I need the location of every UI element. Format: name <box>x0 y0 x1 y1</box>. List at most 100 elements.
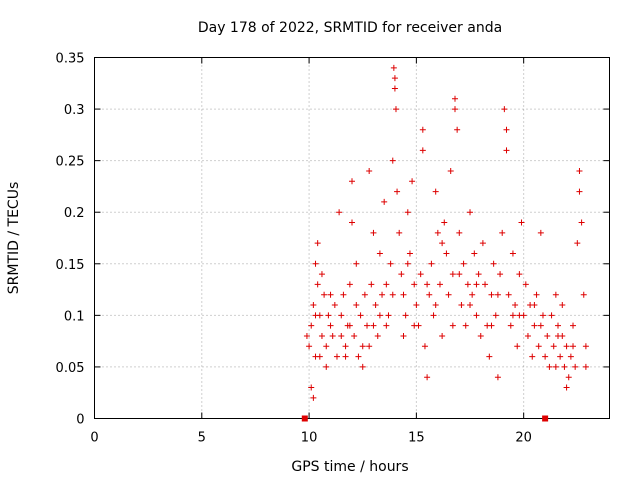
data-point <box>351 332 358 339</box>
data-point <box>522 281 529 288</box>
data-point <box>370 229 377 236</box>
x-tick-label: 5 <box>198 431 206 446</box>
data-point <box>321 291 328 298</box>
data-point <box>542 353 549 360</box>
x-tick-label: 10 <box>301 431 318 446</box>
data-point <box>456 271 463 278</box>
data-point <box>314 281 321 288</box>
data-point <box>349 219 355 226</box>
data-point <box>396 229 403 236</box>
data-point <box>338 312 345 319</box>
data-point <box>312 312 319 319</box>
data-point <box>392 106 399 113</box>
y-tick-label: 0.25 <box>56 155 85 170</box>
data-point <box>499 229 506 236</box>
data-point <box>308 322 315 329</box>
plot-border <box>94 57 610 419</box>
data-point <box>391 85 398 92</box>
data-point <box>578 219 585 226</box>
data-point <box>497 271 504 278</box>
y-tick-label: 0.35 <box>56 52 85 67</box>
data-point <box>411 322 418 329</box>
x-tick-label: 20 <box>515 431 532 446</box>
data-point <box>509 312 516 319</box>
data-point <box>376 250 383 257</box>
data-point <box>312 260 319 267</box>
data-point <box>443 250 450 257</box>
data-point <box>580 291 587 298</box>
data-point <box>308 384 315 391</box>
data-point <box>346 281 353 288</box>
data-point <box>452 106 458 113</box>
data-point <box>404 209 411 216</box>
data-point <box>400 332 407 339</box>
data-point <box>426 291 433 298</box>
data-point <box>439 240 446 247</box>
axis-ticks: 0 0.05 0.1 0.15 0.2 0.25 0.3 0.35 0 5 10 15 20 <box>56 52 610 446</box>
data-point <box>394 188 401 195</box>
data-point <box>387 260 394 267</box>
data-point <box>529 353 536 360</box>
data-point <box>503 147 510 154</box>
data-point <box>567 353 574 360</box>
data-point <box>452 95 458 102</box>
data-point <box>346 322 353 329</box>
data-point <box>364 322 371 329</box>
data-point <box>389 157 396 164</box>
data-point <box>570 322 577 329</box>
data-point <box>516 312 523 319</box>
data-point <box>316 353 323 360</box>
data-point <box>359 343 366 350</box>
data-point <box>419 147 426 154</box>
data-point <box>355 353 362 360</box>
data-point <box>417 271 424 278</box>
data-point <box>492 312 499 319</box>
data-point <box>336 209 343 216</box>
data-point <box>548 312 555 319</box>
data-point <box>531 302 538 309</box>
x-tick-label: 0 <box>90 431 98 446</box>
data-point <box>390 64 397 71</box>
data-point <box>432 188 439 195</box>
data-point <box>329 332 336 339</box>
data-point <box>353 302 360 309</box>
data-point <box>430 312 437 319</box>
data-point <box>353 260 360 267</box>
data-point <box>473 312 480 319</box>
data-point <box>462 322 469 329</box>
data-point <box>434 229 441 236</box>
data-point <box>318 332 325 339</box>
data-point <box>531 322 538 329</box>
data-point <box>507 322 514 329</box>
y-tick-label: 0.3 <box>64 103 85 118</box>
data-point <box>557 353 564 360</box>
data-point <box>381 198 388 205</box>
data-point <box>411 281 418 288</box>
data-point <box>503 126 510 133</box>
data-point <box>391 75 398 82</box>
data-point <box>518 219 525 226</box>
data-point <box>424 374 431 381</box>
data-point <box>385 312 392 319</box>
data-point <box>409 178 416 185</box>
data-point <box>516 271 523 278</box>
data-point <box>370 322 377 329</box>
data-point <box>512 302 519 309</box>
data-point <box>424 281 431 288</box>
data-point <box>535 343 542 350</box>
data-point <box>449 322 456 329</box>
data-point <box>306 343 313 350</box>
data-point <box>477 332 484 339</box>
x-tick-label: 15 <box>408 431 425 446</box>
data-point <box>552 363 559 370</box>
data-point <box>318 271 325 278</box>
data-point <box>454 126 461 133</box>
data-point <box>467 302 474 309</box>
data-point <box>467 209 474 216</box>
data-point <box>419 126 426 133</box>
axis-marker <box>301 415 308 422</box>
data-point <box>456 229 463 236</box>
data-point <box>494 374 501 381</box>
